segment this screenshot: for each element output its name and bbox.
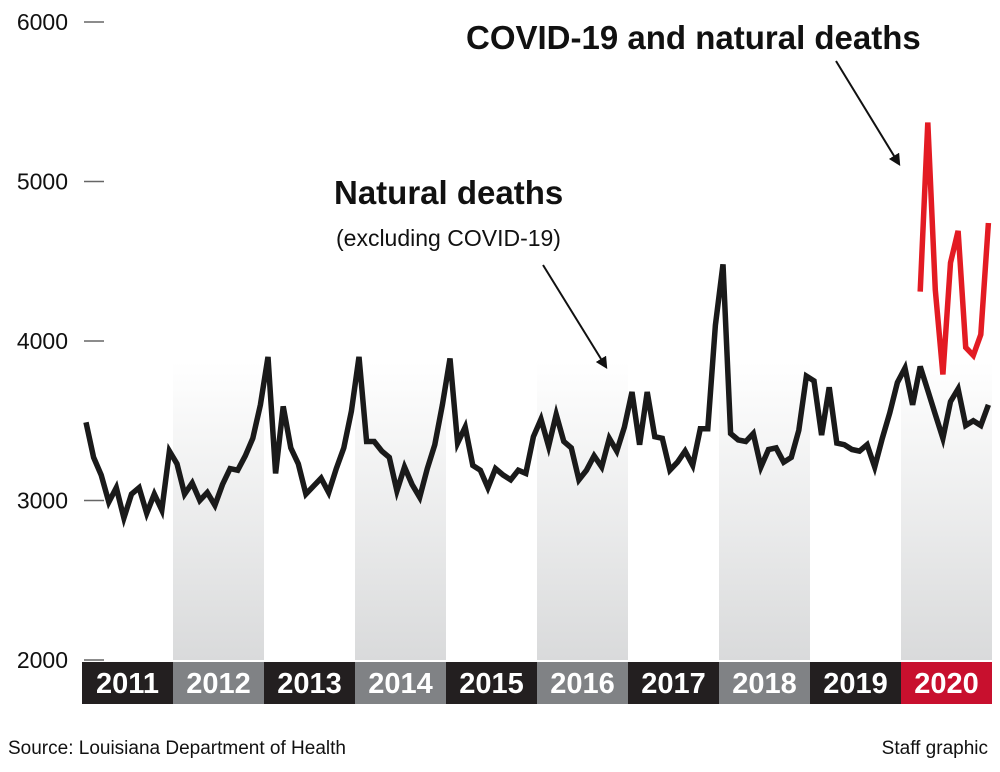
year-label-2014: 2014 (368, 668, 433, 700)
y-tick-label-6000: 6000 (17, 9, 68, 35)
annotation-natural-title: Natural deaths (334, 174, 563, 211)
year-label-2012: 2012 (186, 668, 251, 700)
year-label-2017: 2017 (641, 668, 706, 700)
annotation-covid-title: COVID-19 and natural deaths (466, 19, 921, 56)
year-cell-2016 (537, 662, 628, 704)
y-tick-label-4000: 4000 (17, 328, 68, 354)
y-tick-label-2000: 2000 (17, 647, 68, 673)
annotation-covid-arrow (835, 60, 901, 167)
annotation-natural: Natural deaths (excluding COVID-19) (334, 174, 608, 370)
series-line-natural-deaths (83, 264, 991, 529)
y-tick-label-5000: 5000 (17, 169, 68, 195)
year-label-2020: 2020 (914, 668, 979, 700)
series-line-covid-19-and-natural-deaths (917, 122, 992, 375)
year-label-2018: 2018 (732, 668, 797, 700)
y-tick-label-3000: 3000 (17, 488, 68, 514)
year-cell-2018 (719, 662, 810, 704)
credit-note: Staff graphic (881, 738, 988, 759)
year-band-2012 (173, 362, 264, 660)
year-cell-2012 (173, 662, 264, 704)
series-lines (83, 122, 992, 529)
year-band-2016 (537, 362, 628, 660)
year-bands (173, 362, 992, 660)
year-labels: 2011 2012 2013 2014 2015 2016 2017 2018 2019 2020 (82, 662, 992, 704)
year-label-2011: 2011 (96, 668, 159, 700)
year-cell-2020 (901, 662, 992, 704)
y-axis: 2000 3000 4000 5000 6000 (17, 9, 104, 673)
year-band-2014 (355, 362, 446, 660)
year-cell-2013 (264, 662, 355, 704)
annotation-natural-arrow (542, 264, 608, 370)
year-label-2013: 2013 (277, 668, 342, 700)
year-cell-2019 (810, 662, 901, 704)
year-label-2019: 2019 (823, 668, 888, 700)
year-cell-2014 (355, 662, 446, 704)
year-cell-2011 (82, 662, 173, 704)
year-band-2020 (901, 362, 992, 660)
year-band-2018 (719, 362, 810, 660)
annotation-covid: COVID-19 and natural deaths (466, 19, 921, 167)
year-label-2015: 2015 (459, 668, 524, 700)
year-cell-2015 (446, 662, 537, 704)
year-label-2016: 2016 (550, 668, 615, 700)
source-note: Source: Louisiana Department of Health (8, 738, 346, 759)
annotation-natural-subtitle: (excluding COVID-19) (336, 225, 561, 251)
year-cell-2017 (628, 662, 719, 704)
